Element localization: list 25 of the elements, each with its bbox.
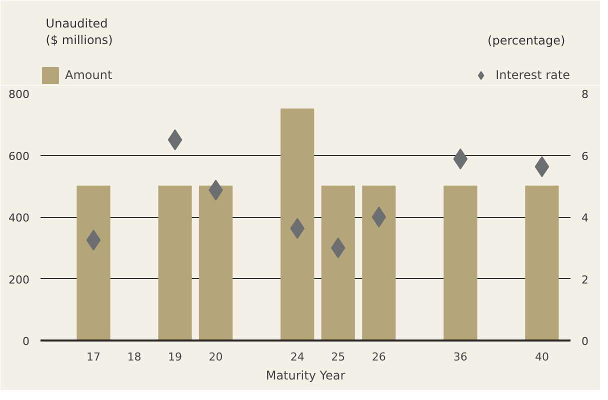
x-tick-label: 17	[86, 350, 100, 364]
x-tick-label: 36	[453, 350, 468, 364]
x-tick-label: 24	[290, 350, 304, 364]
x-tick-label: 40	[534, 350, 549, 364]
y2-tick-label: 6	[582, 150, 588, 163]
y-axis-title: Unaudited ($ millions)	[46, 16, 113, 48]
x-tick-label: 18	[127, 350, 142, 364]
y-tick-label: 200	[8, 273, 30, 286]
x-tick-label: 19	[168, 350, 182, 364]
y2-tick-label: 8	[582, 88, 588, 101]
y-tick-label: 800	[8, 88, 30, 101]
y-tick-label: 0	[22, 335, 30, 348]
y2-tick-label: 2	[582, 273, 588, 286]
x-tick-label: 26	[372, 350, 386, 364]
x-tick-label: 25	[331, 350, 346, 364]
legend-label: Amount	[65, 68, 112, 82]
x-axis-title: Maturity Year	[266, 368, 346, 382]
point	[372, 206, 386, 228]
y2-tick-label: 4	[582, 212, 588, 224]
y-tick-label: 600	[8, 150, 30, 163]
y2-tick-label: 0	[582, 335, 588, 348]
x-tick-label: 20	[208, 350, 223, 364]
y-tick-label: 400	[8, 212, 30, 224]
y2-axis-title: (percentage)	[488, 33, 566, 48]
legend-label: Interest rate	[496, 68, 570, 82]
